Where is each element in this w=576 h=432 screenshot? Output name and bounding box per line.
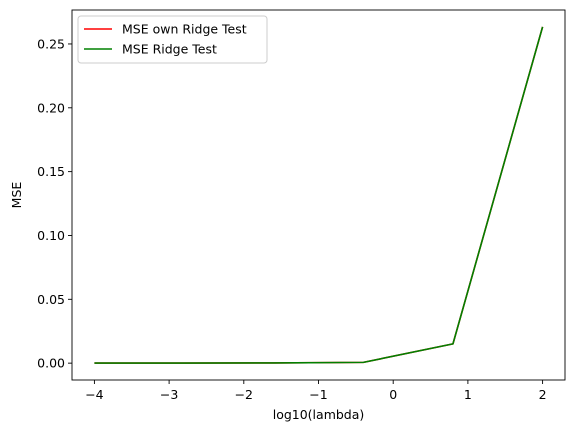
y-tick-label: 0.10: [37, 228, 65, 243]
y-axis: 0.00 0.05 0.10 0.15 0.20 0.25: [37, 36, 72, 371]
y-tick-label: 0.25: [37, 36, 65, 51]
x-tick-label: −4: [85, 387, 103, 402]
y-tick-label: 0.15: [37, 164, 65, 179]
y-tick-label: 0.20: [37, 100, 65, 115]
series-line-1: [94, 26, 544, 364]
y-tick-label: 0.00: [37, 356, 65, 371]
x-tick-label: −1: [309, 387, 327, 402]
series-line-2: [94, 26, 544, 364]
x-tick-label: 2: [539, 387, 547, 402]
x-tick-label: −2: [235, 387, 253, 402]
legend-label-1: MSE own Ridge Test: [122, 22, 247, 37]
legend-box: [77, 15, 268, 64]
x-tick-label: 0: [389, 387, 397, 402]
x-axis-label: log10(lambda): [273, 407, 365, 422]
plot-frame: [71, 9, 566, 381]
series-layer: [94, 26, 544, 364]
y-axis-label: MSE: [9, 182, 24, 209]
x-tick-label: 1: [464, 387, 472, 402]
x-tick-label: −3: [160, 387, 178, 402]
legend-label-2: MSE Ridge Test: [122, 42, 217, 57]
legend: MSE own Ridge Test MSE Ridge Test: [77, 15, 268, 64]
x-axis: −4 −3 −2 −1 0 1 2: [85, 380, 547, 402]
y-tick-label: 0.05: [37, 292, 65, 307]
